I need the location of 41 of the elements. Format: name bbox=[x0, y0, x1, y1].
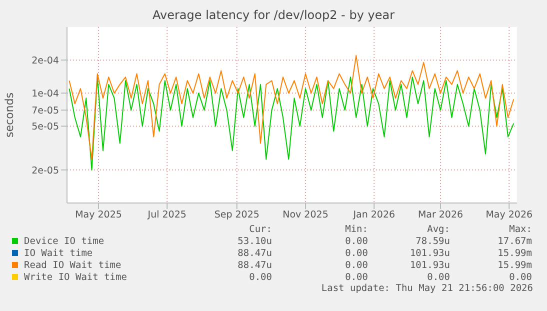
text: 0.00 bbox=[426, 272, 450, 282]
text: 101.93u bbox=[408, 260, 450, 270]
y-axis-title: seconds bbox=[2, 92, 16, 138]
text: Max: bbox=[508, 224, 532, 235]
text: Avg: bbox=[426, 224, 450, 235]
line-series bbox=[68, 76, 514, 170]
text: 0.00 bbox=[248, 272, 273, 282]
y-tick-label: 5e-05 bbox=[32, 122, 59, 133]
x-tick-label: Jul 2025 bbox=[146, 210, 186, 221]
text: 15.99m bbox=[496, 248, 532, 258]
text: 101.93u bbox=[408, 248, 450, 258]
text: Last update: Thu May 21 21:56:00 2026 bbox=[320, 283, 534, 294]
text: Min: bbox=[344, 224, 368, 235]
text: 88.47u bbox=[236, 248, 273, 258]
legend-label: IO Wait time bbox=[24, 248, 93, 258]
x-tick-label: Sep 2025 bbox=[214, 210, 260, 221]
text: 0.00 bbox=[508, 272, 532, 282]
legend-label: Device IO time bbox=[24, 236, 104, 246]
text: 17.67m bbox=[496, 236, 532, 246]
y-tick-label: 1e-04 bbox=[32, 88, 59, 100]
y-tick-label: 2e-04 bbox=[32, 55, 59, 66]
legend-label: Read IO Wait time bbox=[24, 260, 122, 270]
text: Cur: bbox=[248, 224, 273, 235]
text: 53.10u bbox=[236, 236, 273, 246]
text: 88.47u bbox=[236, 260, 273, 270]
line-series bbox=[68, 55, 514, 160]
x-tick-label: Mar 2026 bbox=[418, 210, 464, 221]
legend-label: Write IO Wait time bbox=[24, 272, 127, 282]
chart-title: Average latency for /dev/loop2 - by year bbox=[151, 8, 396, 22]
x-tick-label: Jan 2026 bbox=[352, 210, 396, 221]
x-tick-label: May 2025 bbox=[75, 210, 122, 221]
y-tick-label: 7e-05 bbox=[32, 106, 59, 117]
text: 15.99m bbox=[496, 260, 532, 270]
text: 0.00 bbox=[344, 236, 368, 246]
y-tick-label: 2e-05 bbox=[32, 165, 59, 176]
x-tick-label: Nov 2025 bbox=[282, 210, 328, 221]
text: 78.59u bbox=[414, 236, 450, 246]
text: 0.00 bbox=[344, 272, 368, 282]
text: 0.00 bbox=[344, 248, 368, 258]
text: 0.00 bbox=[344, 260, 368, 270]
x-tick-label: May 2026 bbox=[486, 210, 533, 221]
